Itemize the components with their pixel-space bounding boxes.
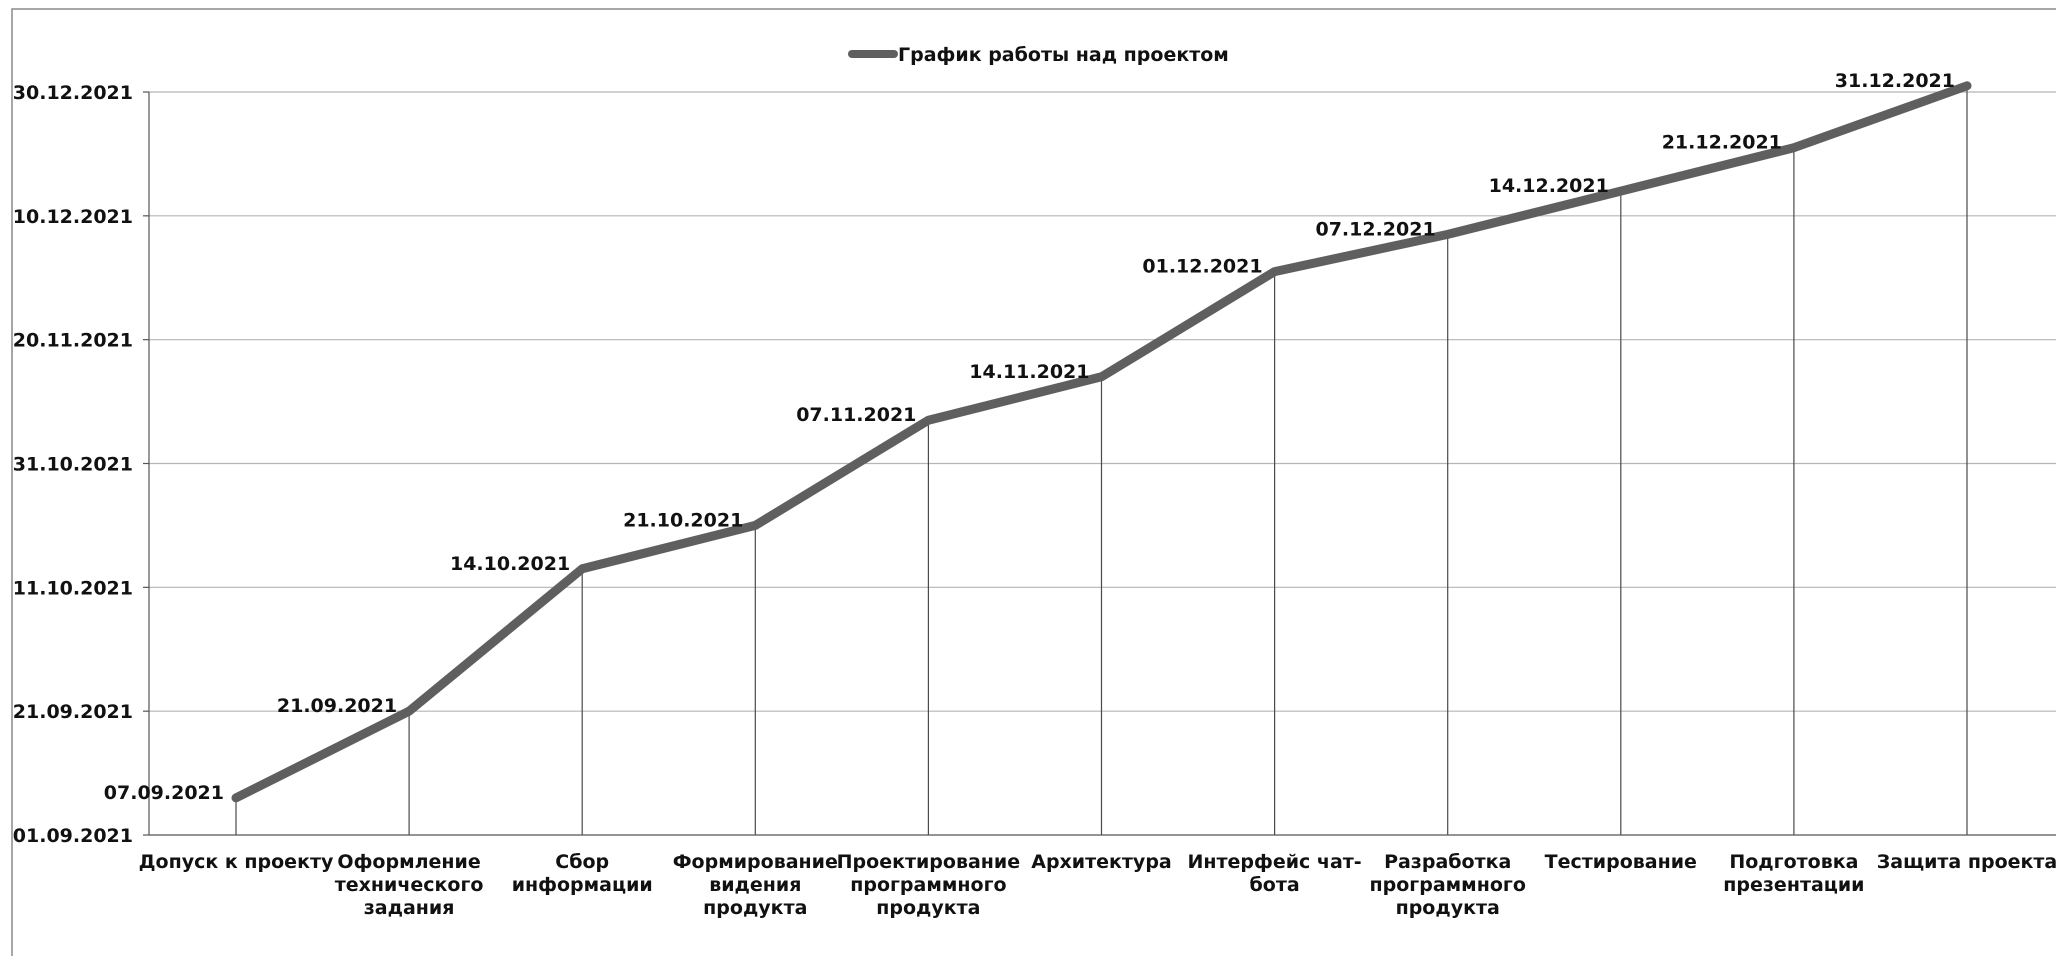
data-label: 07.11.2021 (796, 404, 916, 426)
data-label: 07.12.2021 (1315, 218, 1435, 240)
x-category-label: Подготовка презентации (1723, 851, 1864, 896)
x-category-label: Разработка программного продукта (1370, 851, 1526, 919)
y-tick-label: 21.09.2021 (13, 701, 133, 723)
y-axis-ticks: 01.09.2021 21.09.2021 11.10.2021 31.10.2021… (13, 82, 149, 847)
data-labels: 07.09.2021 21.09.2021 14.10.2021 21.10.2021… (104, 70, 1955, 804)
x-category-label: Допуск к проекту (139, 851, 334, 873)
data-label: 01.12.2021 (1142, 256, 1262, 278)
data-point (752, 522, 759, 529)
data-label: 07.09.2021 (104, 782, 224, 804)
x-category-label: Проектирование программного продукта (837, 851, 1021, 919)
x-category-label: Формирование видения продукта (673, 851, 838, 919)
x-category-label: Сбор информации (512, 851, 653, 896)
data-point (406, 708, 413, 715)
x-category-label: Архитектура (1031, 851, 1172, 873)
data-point (1617, 188, 1624, 195)
data-label: 21.12.2021 (1662, 132, 1782, 154)
chart-border (11, 8, 2056, 960)
y-tick-label: 30.12.2021 (13, 82, 133, 104)
grid-lines (149, 91, 2056, 712)
legend-entry: График работы над проектом (898, 44, 1229, 66)
x-category-label: Защита проекта (1877, 851, 2056, 873)
data-point (1444, 231, 1451, 238)
y-tick-label: 11.10.2021 (13, 577, 133, 599)
y-tick-label: 31.10.2021 (13, 454, 133, 476)
series-layer (231, 81, 1972, 803)
data-point (1271, 268, 1278, 275)
data-point (1790, 144, 1797, 151)
x-category-label: Интерфейс чат-бота (1187, 851, 1361, 896)
x-category-label: Оформление технического задания (335, 851, 484, 919)
data-point (1098, 373, 1105, 380)
y-tick-label: 20.11.2021 (13, 330, 133, 352)
data-label: 14.10.2021 (450, 553, 570, 575)
legend: График работы над проектом (848, 44, 1229, 66)
data-label: 21.10.2021 (623, 509, 743, 531)
data-point (925, 417, 932, 424)
data-label: 31.12.2021 (1835, 70, 1955, 92)
data-label: 14.12.2021 (1489, 175, 1609, 197)
data-point (233, 794, 239, 801)
data-label: 14.11.2021 (969, 361, 1089, 383)
y-tick-label: 01.09.2021 (13, 825, 133, 847)
y-tick-label: 10.12.2021 (13, 206, 133, 228)
data-point (579, 565, 586, 572)
data-point (1964, 82, 1970, 89)
data-label: 21.09.2021 (277, 695, 397, 717)
x-axis-categories: Допуск к проекту Оформление технического за… (139, 851, 2056, 919)
x-category-label: Тестирование (1545, 851, 1697, 873)
drop-lines (235, 85, 1968, 835)
